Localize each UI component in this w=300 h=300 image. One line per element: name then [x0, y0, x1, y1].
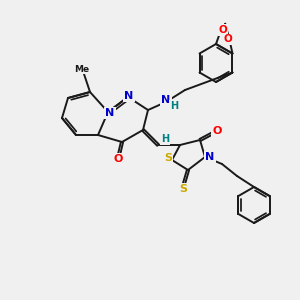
Text: H: H	[161, 134, 169, 144]
Text: N: N	[161, 95, 171, 105]
Text: H: H	[170, 101, 178, 111]
Text: S: S	[179, 184, 187, 194]
Text: O: O	[219, 25, 227, 35]
Text: N: N	[105, 108, 115, 118]
Text: Me: Me	[74, 64, 90, 74]
Text: N: N	[124, 91, 134, 101]
Text: O: O	[212, 126, 222, 136]
Text: O: O	[223, 34, 232, 44]
Text: N: N	[206, 152, 214, 162]
Text: O: O	[113, 154, 123, 164]
Text: S: S	[164, 153, 172, 163]
